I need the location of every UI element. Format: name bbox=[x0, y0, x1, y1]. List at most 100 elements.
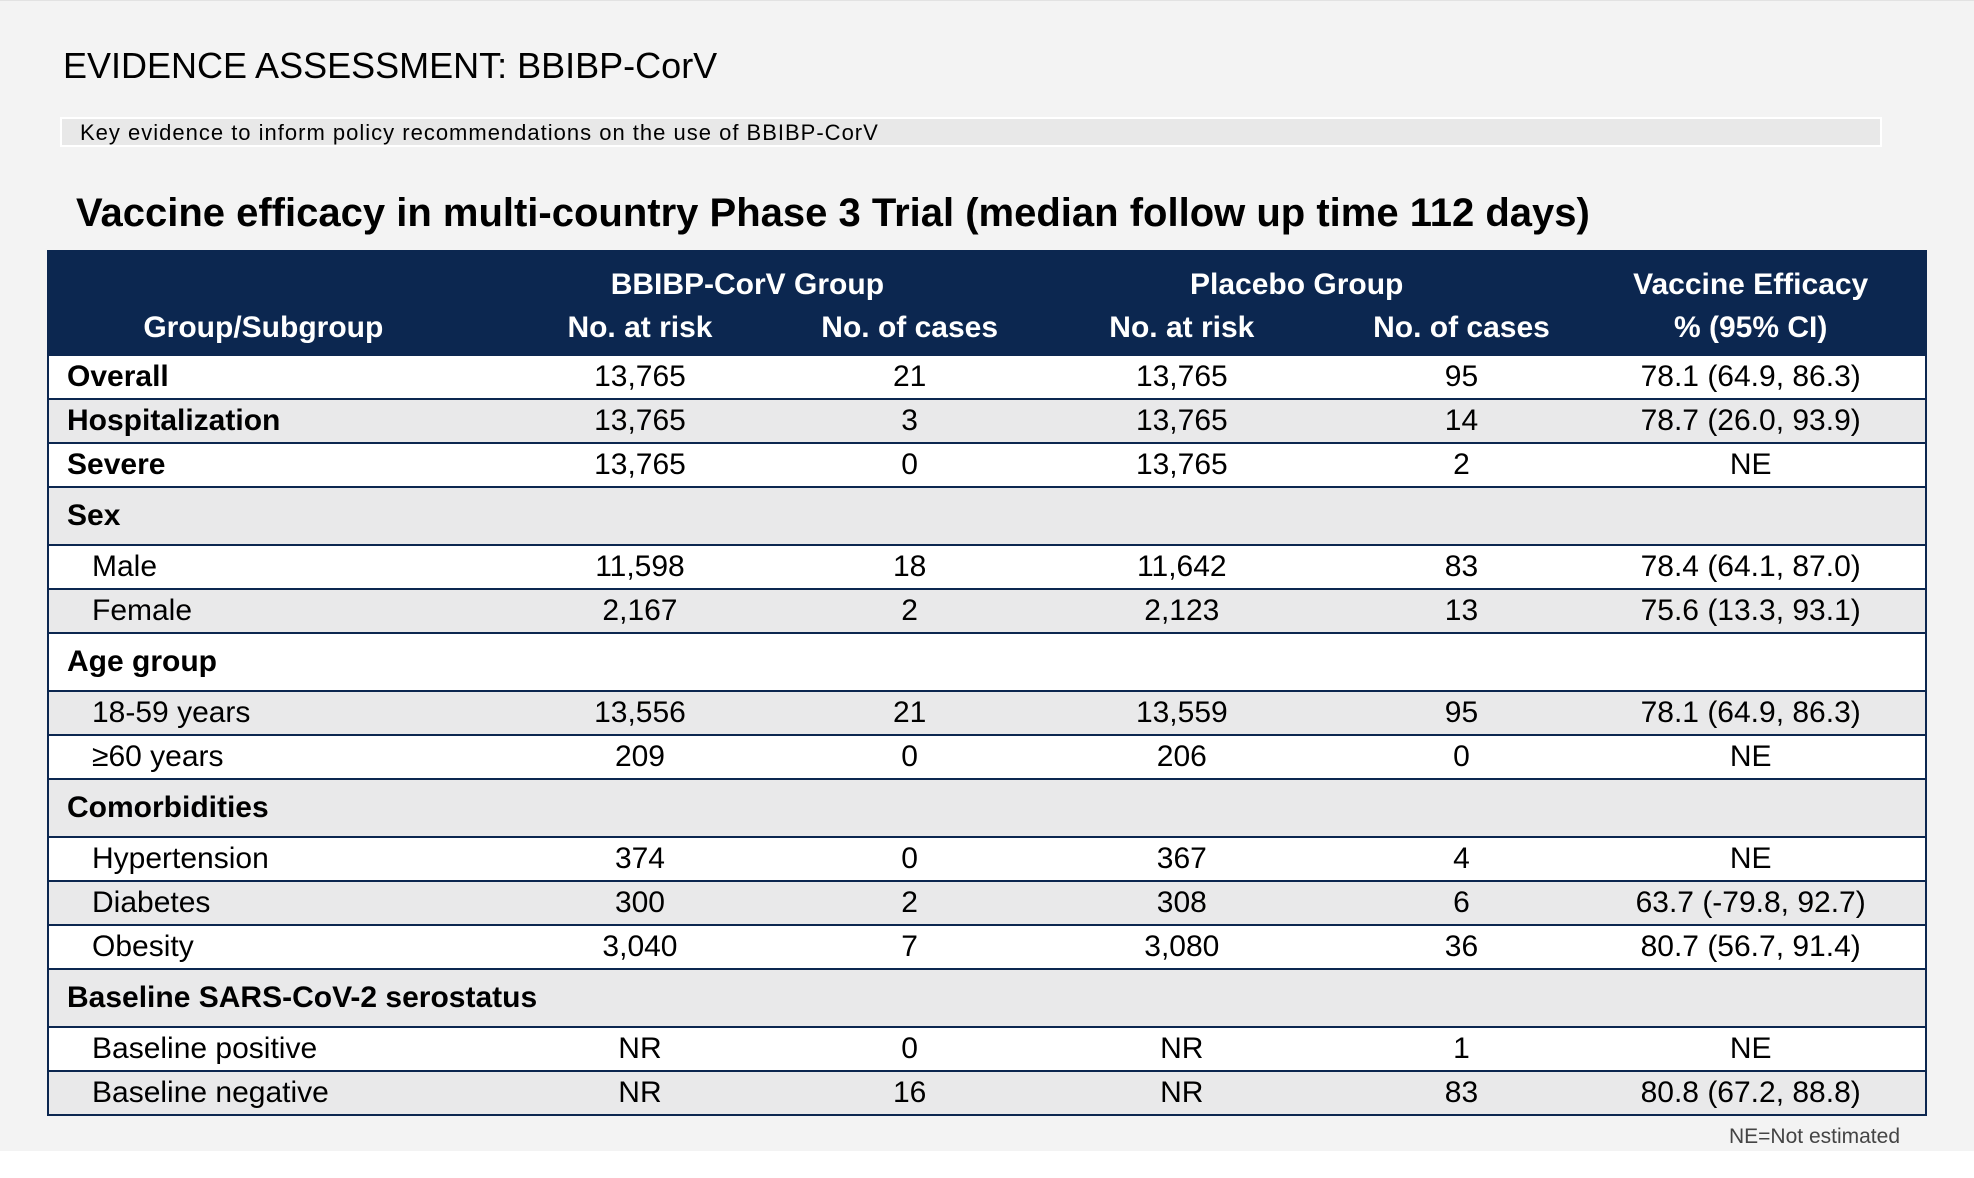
cell-pla-risk: 11,642 bbox=[1017, 544, 1347, 589]
cell-ve: 78.1 (64.9, 86.3) bbox=[1576, 354, 1926, 399]
row-label: Hypertension bbox=[48, 836, 478, 881]
cell-ve: 78.7 (26.0, 93.9) bbox=[1576, 398, 1926, 443]
section-row-serostatus: Baseline SARS-CoV-2 serostatus bbox=[48, 968, 1926, 1027]
header-placebo-group: Placebo Group bbox=[1017, 250, 1577, 302]
table-row: 18-59 years 13,556 21 13,559 95 78.1 (64… bbox=[48, 690, 1926, 735]
cell-vac-risk: 13,765 bbox=[477, 442, 803, 487]
cell-vac-risk: 2,167 bbox=[477, 588, 803, 633]
cell-pla-cases: 95 bbox=[1346, 354, 1577, 399]
cell-pla-cases: 36 bbox=[1346, 924, 1577, 969]
row-label: 18-59 years bbox=[48, 690, 478, 735]
cell-pla-cases: 2 bbox=[1346, 442, 1577, 487]
cell-vac-cases: 0 bbox=[802, 734, 1018, 779]
cell-pla-risk: 13,765 bbox=[1017, 442, 1347, 487]
row-label: Severe bbox=[48, 442, 478, 487]
section-row-sex: Sex bbox=[48, 486, 1926, 545]
cell-vac-risk: 300 bbox=[477, 880, 803, 925]
cell-vac-risk: 13,556 bbox=[477, 690, 803, 735]
cell-pla-cases: 14 bbox=[1346, 398, 1577, 443]
cell-vac-cases: 0 bbox=[802, 442, 1018, 487]
table-row: Overall 13,765 21 13,765 95 78.1 (64.9, … bbox=[48, 354, 1926, 399]
section-label: Sex bbox=[48, 486, 1926, 545]
cell-pla-cases: 1 bbox=[1346, 1026, 1577, 1071]
cell-vac-cases: 21 bbox=[802, 354, 1018, 399]
cell-pla-risk: NR bbox=[1017, 1070, 1347, 1115]
row-label: Diabetes bbox=[48, 880, 478, 925]
header-pla-at-risk: No. at risk bbox=[1017, 302, 1347, 355]
cell-ve: 80.7 (56.7, 91.4) bbox=[1576, 924, 1926, 969]
slide: EVIDENCE ASSESSMENT: BBIBP-CorV Key evid… bbox=[0, 0, 1974, 1152]
header-efficacy-line1: Vaccine Efficacy bbox=[1576, 250, 1926, 302]
table-row: Diabetes 300 2 308 6 63.7 (-79.8, 92.7) bbox=[48, 880, 1926, 925]
cell-pla-risk: 206 bbox=[1017, 734, 1347, 779]
cell-pla-risk: 3,080 bbox=[1017, 924, 1347, 969]
cell-pla-risk: 13,765 bbox=[1017, 398, 1347, 443]
header-vac-cases: No. of cases bbox=[802, 302, 1018, 355]
header-empty-cell bbox=[48, 250, 478, 302]
cell-pla-risk: NR bbox=[1017, 1026, 1347, 1071]
cell-vac-risk: 3,040 bbox=[477, 924, 803, 969]
cell-vac-cases: 16 bbox=[802, 1070, 1018, 1115]
cell-pla-cases: 95 bbox=[1346, 690, 1577, 735]
table-row: Baseline negative NR 16 NR 83 80.8 (67.2… bbox=[48, 1070, 1926, 1115]
section-row-age-group: Age group bbox=[48, 632, 1926, 691]
table-header-row-groups: BBIBP-CorV Group Placebo Group Vaccine E… bbox=[48, 250, 1926, 302]
cell-vac-cases: 0 bbox=[802, 836, 1018, 881]
row-label: Obesity bbox=[48, 924, 478, 969]
cell-pla-cases: 83 bbox=[1346, 1070, 1577, 1115]
table-row: ≥60 years 209 0 206 0 NE bbox=[48, 734, 1926, 779]
cell-ve: NE bbox=[1576, 836, 1926, 881]
cell-vac-cases: 21 bbox=[802, 690, 1018, 735]
section-row-comorbidities: Comorbidities bbox=[48, 778, 1926, 837]
subtitle-banner: Key evidence to inform policy recommenda… bbox=[60, 117, 1882, 147]
cell-ve: 78.4 (64.1, 87.0) bbox=[1576, 544, 1926, 589]
table-row: Obesity 3,040 7 3,080 36 80.7 (56.7, 91.… bbox=[48, 924, 1926, 969]
section-label: Age group bbox=[48, 632, 1926, 691]
cell-vac-cases: 18 bbox=[802, 544, 1018, 589]
cell-vac-cases: 7 bbox=[802, 924, 1018, 969]
row-label: Baseline positive bbox=[48, 1026, 478, 1071]
cell-vac-cases: 2 bbox=[802, 880, 1018, 925]
page-title: EVIDENCE ASSESSMENT: BBIBP-CorV bbox=[63, 45, 718, 86]
cell-ve: NE bbox=[1576, 442, 1926, 487]
section-label: Baseline SARS-CoV-2 serostatus bbox=[48, 968, 1926, 1027]
cell-vac-risk: 374 bbox=[477, 836, 803, 881]
cell-pla-risk: 2,123 bbox=[1017, 588, 1347, 633]
cell-vac-risk: 209 bbox=[477, 734, 803, 779]
cell-vac-risk: 13,765 bbox=[477, 354, 803, 399]
row-label: Baseline negative bbox=[48, 1070, 478, 1115]
table-row: Hypertension 374 0 367 4 NE bbox=[48, 836, 1926, 881]
row-label: Overall bbox=[48, 354, 478, 399]
table-row: Hospitalization 13,765 3 13,765 14 78.7 … bbox=[48, 398, 1926, 443]
efficacy-table-container: BBIBP-CorV Group Placebo Group Vaccine E… bbox=[47, 250, 1927, 1116]
header-vac-at-risk: No. at risk bbox=[477, 302, 803, 355]
bottom-strip bbox=[0, 1151, 1974, 1178]
cell-vac-cases: 3 bbox=[802, 398, 1018, 443]
cell-pla-risk: 367 bbox=[1017, 836, 1347, 881]
cell-pla-risk: 13,559 bbox=[1017, 690, 1347, 735]
row-label: ≥60 years bbox=[48, 734, 478, 779]
cell-pla-risk: 308 bbox=[1017, 880, 1347, 925]
cell-vac-risk: NR bbox=[477, 1026, 803, 1071]
header-vaccine-group: BBIBP-CorV Group bbox=[477, 250, 1018, 302]
table-header-row-columns: Group/Subgroup No. at risk No. of cases … bbox=[48, 302, 1926, 355]
cell-ve: NE bbox=[1576, 1026, 1926, 1071]
table-row: Baseline positive NR 0 NR 1 NE bbox=[48, 1026, 1926, 1071]
efficacy-table: BBIBP-CorV Group Placebo Group Vaccine E… bbox=[47, 250, 1927, 1116]
cell-pla-cases: 0 bbox=[1346, 734, 1577, 779]
table-row: Male 11,598 18 11,642 83 78.4 (64.1, 87.… bbox=[48, 544, 1926, 589]
cell-pla-cases: 83 bbox=[1346, 544, 1577, 589]
cell-ve: 75.6 (13.3, 93.1) bbox=[1576, 588, 1926, 633]
header-group-subgroup: Group/Subgroup bbox=[48, 302, 478, 355]
header-efficacy-line2: % (95% CI) bbox=[1576, 302, 1926, 355]
cell-vac-risk: 13,765 bbox=[477, 398, 803, 443]
cell-ve: NE bbox=[1576, 734, 1926, 779]
cell-vac-cases: 0 bbox=[802, 1026, 1018, 1071]
cell-ve: 80.8 (67.2, 88.8) bbox=[1576, 1070, 1926, 1115]
row-label: Female bbox=[48, 588, 478, 633]
header-pla-cases: No. of cases bbox=[1346, 302, 1577, 355]
table-row: Female 2,167 2 2,123 13 75.6 (13.3, 93.1… bbox=[48, 588, 1926, 633]
cell-vac-risk: NR bbox=[477, 1070, 803, 1115]
row-label: Male bbox=[48, 544, 478, 589]
cell-ve: 78.1 (64.9, 86.3) bbox=[1576, 690, 1926, 735]
